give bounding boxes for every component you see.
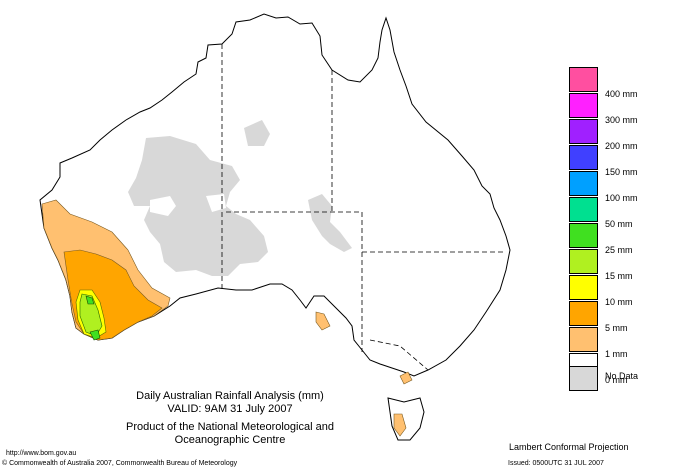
map-title: Daily Australian Rainfall Analysis (mm): [136, 390, 324, 402]
tasmania: [387, 397, 425, 441]
legend-swatch: [569, 197, 598, 222]
legend-swatch: [569, 249, 598, 274]
legend-label: 300 mm: [605, 115, 638, 125]
legend-label: No Data: [605, 371, 639, 381]
legend-label: 1 mm: [605, 349, 628, 359]
legend-swatch: [569, 145, 598, 170]
mainland-australia: [39, 13, 511, 377]
legend-label: 5 mm: [605, 323, 628, 333]
legend-item: 50 mm: [569, 197, 659, 229]
legend-item: 200 mm: [569, 119, 659, 151]
legend-swatch: [569, 223, 598, 248]
legend-swatch: [569, 275, 598, 300]
no-data-hole: [206, 194, 226, 212]
legend-swatch: [569, 366, 598, 391]
no-data-area-central: [128, 136, 268, 276]
legend-swatch: [569, 67, 598, 92]
legend-label: 25 mm: [605, 245, 633, 255]
no-data-hole: [150, 196, 176, 216]
rainfall-1mm-area-victoria: [399, 371, 413, 385]
legend-label: 400 mm: [605, 89, 638, 99]
legend-swatch: [569, 327, 598, 352]
legend-item: 150 mm: [569, 145, 659, 177]
legend-item: 400 mm: [569, 67, 659, 99]
legend-item: 10 mm: [569, 275, 659, 307]
legend-item: 25 mm: [569, 223, 659, 255]
legend-item: No Data: [569, 366, 659, 405]
rainfall-1mm-area-sa: [315, 311, 331, 331]
legend-item: 15 mm: [569, 249, 659, 281]
no-data-area-east: [308, 194, 352, 252]
projection-label: Lambert Conformal Projection: [509, 442, 629, 452]
state-borders: [221, 44, 506, 371]
legend-item: 300 mm: [569, 93, 659, 125]
legend-label: 200 mm: [605, 141, 638, 151]
legend-label: 100 mm: [605, 193, 638, 203]
legend-swatch: [569, 119, 598, 144]
rainfall-1mm-area-tasmania: [393, 413, 407, 437]
legend-item: 1 mm: [569, 327, 659, 359]
legend-swatch: [569, 93, 598, 118]
rainfall-25mm-area: [85, 295, 95, 305]
legend-label: 0 mm: [605, 375, 628, 385]
product-credit: Product of the National Meteorological a…: [126, 421, 334, 446]
legend-label: 15 mm: [605, 271, 633, 281]
legend-label: 150 mm: [605, 167, 638, 177]
rainfall-25mm-area: [89, 329, 101, 341]
valid-time: VALID: 9AM 31 July 2007: [167, 403, 293, 415]
website-url[interactable]: http://www.bom.gov.au: [6, 450, 77, 457]
issued-time: Issued: 0500UTC 31 JUL 2007: [508, 460, 604, 467]
legend-label: 10 mm: [605, 297, 633, 307]
legend-swatch: [569, 301, 598, 326]
copyright-notice: © Commonwealth of Australia 2007, Common…: [2, 460, 238, 467]
legend-swatch: [569, 171, 598, 196]
legend-item: 5 mm: [569, 301, 659, 333]
no-data-area-north: [244, 120, 270, 146]
legend-item: 100 mm: [569, 171, 659, 203]
legend-label: 50 mm: [605, 219, 633, 229]
